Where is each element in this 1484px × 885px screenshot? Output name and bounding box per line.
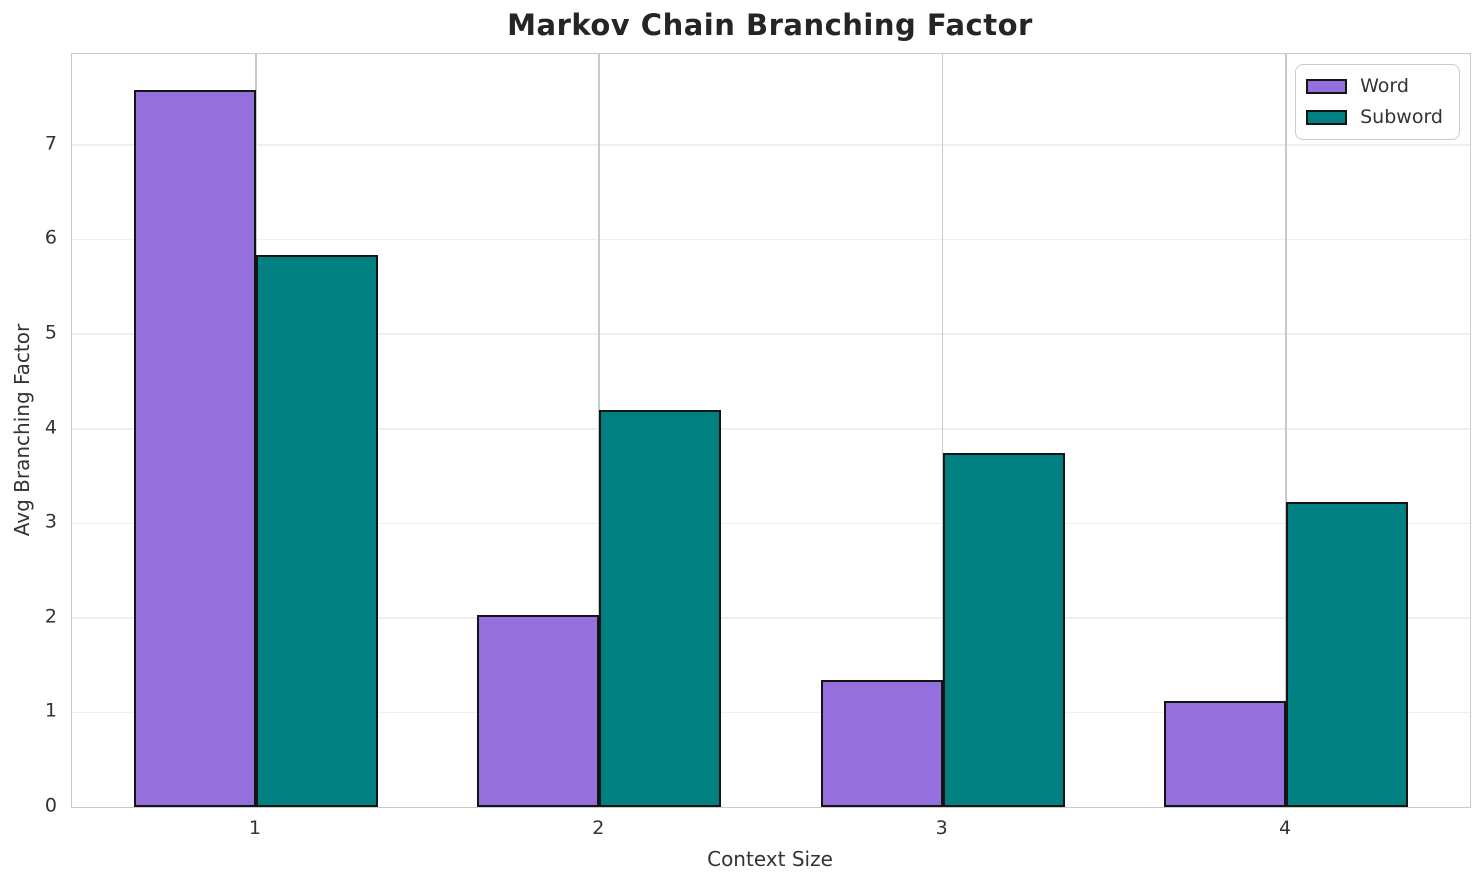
x-tick-label-1: 1 [248, 817, 262, 839]
gridline-y-1 [72, 711, 1470, 714]
y-tick-label-0: 0 [44, 794, 57, 817]
bar-subword-4 [1286, 502, 1409, 807]
legend-swatch-subword [1306, 109, 1348, 125]
x-tick-label-3: 3 [935, 817, 948, 839]
legend-label-word: Word [1360, 75, 1409, 97]
gridline-x-4 [1285, 54, 1287, 807]
legend-item-subword: Subword [1306, 106, 1443, 129]
y-tick-label-2: 2 [44, 605, 57, 628]
y-tick-label-7: 7 [44, 132, 57, 155]
legend-label-subword: Subword [1360, 105, 1443, 128]
legend-item-word: Word [1306, 75, 1443, 98]
gridline-y-4 [72, 427, 1470, 430]
y-tick-label-1: 1 [44, 699, 57, 722]
legend: Word Subword [1295, 64, 1460, 140]
gridline-y-2 [72, 617, 1470, 619]
bar-subword-2 [599, 409, 722, 807]
bar-word-2 [477, 614, 600, 807]
chart-title: Markov Chain Branching Factor [507, 8, 1033, 42]
gridline-y-7 [72, 144, 1470, 146]
bar-word-3 [820, 680, 943, 807]
x-tick-label-4: 4 [1278, 817, 1292, 839]
bar-subword-3 [942, 453, 1065, 807]
gridline-y-3 [72, 522, 1470, 525]
gridline-x-3 [941, 54, 944, 807]
gridline-x-2 [598, 54, 600, 807]
y-tick-label-6: 6 [44, 226, 57, 249]
x-axis-label: Context Size [707, 847, 833, 871]
bar-subword-1 [255, 254, 378, 807]
bar-word-1 [133, 89, 256, 807]
y-tick-label-3: 3 [44, 510, 57, 533]
x-tick-label-2: 2 [592, 817, 605, 839]
gridline-y-5 [72, 333, 1470, 336]
y-tick-label-4: 4 [44, 416, 57, 439]
y-tick-label-5: 5 [44, 321, 57, 344]
gridline-y-6 [72, 238, 1470, 241]
legend-swatch-word [1306, 78, 1348, 94]
bar-word-4 [1163, 701, 1286, 807]
plot-area: Word Subword [71, 53, 1471, 808]
